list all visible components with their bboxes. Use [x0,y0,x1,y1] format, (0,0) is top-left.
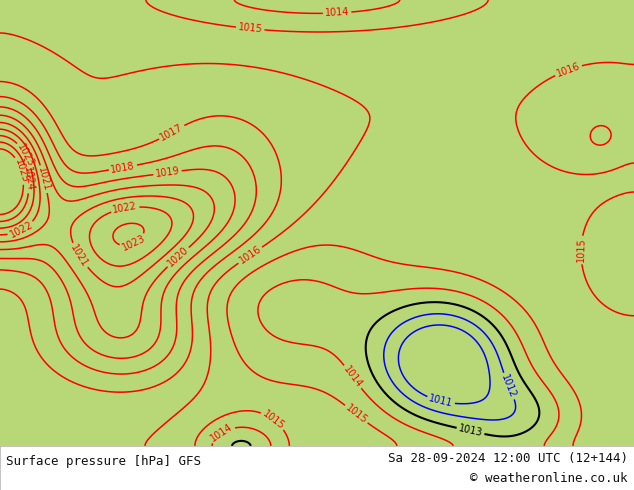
Text: 1023: 1023 [120,233,147,253]
Text: 1015: 1015 [576,238,586,263]
Text: © weatheronline.co.uk: © weatheronline.co.uk [470,472,628,486]
Text: 1021: 1021 [68,243,90,269]
Text: 1018: 1018 [110,160,136,174]
Text: 1022: 1022 [8,220,34,240]
Text: 1015: 1015 [344,403,369,426]
Text: 1015: 1015 [238,23,263,35]
Text: 1011: 1011 [428,393,454,409]
Text: 1013: 1013 [458,423,484,439]
Text: 1024: 1024 [22,166,35,192]
Text: 1016: 1016 [555,61,581,79]
Text: 1014: 1014 [209,422,235,444]
Text: 1016: 1016 [237,244,263,266]
Text: 1014: 1014 [341,364,364,390]
Text: 1019: 1019 [155,166,180,179]
Text: 1023: 1023 [15,142,36,168]
Text: 1025: 1025 [13,157,30,184]
Text: 1020: 1020 [165,245,191,269]
Text: Sa 28-09-2024 12:00 UTC (12+144): Sa 28-09-2024 12:00 UTC (12+144) [387,452,628,465]
Text: Surface pressure [hPa] GFS: Surface pressure [hPa] GFS [6,455,202,468]
Text: 1022: 1022 [112,201,138,216]
Text: 1012: 1012 [500,373,518,399]
Text: 1015: 1015 [261,408,287,431]
Text: 1017: 1017 [158,122,185,143]
Text: 1014: 1014 [325,7,349,19]
Text: 1021: 1021 [36,166,52,192]
